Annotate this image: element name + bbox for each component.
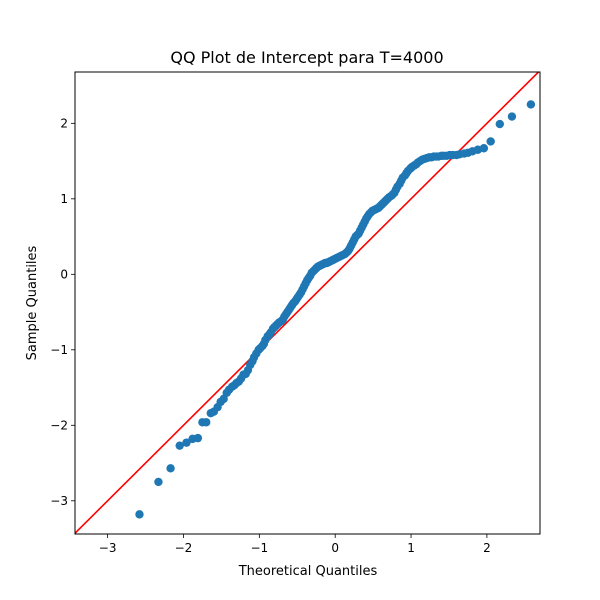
data-point [479, 144, 489, 153]
data-point [154, 477, 163, 487]
data-point [526, 100, 536, 109]
data-point [495, 119, 504, 129]
x-tick-label: −3 [99, 541, 117, 555]
data-point [486, 137, 495, 146]
plot-frame [74, 71, 541, 535]
y-tick-label: −2 [50, 418, 68, 432]
x-tick-label: 2 [483, 541, 491, 555]
x-tick-label: 1 [407, 541, 415, 555]
data-point [193, 433, 203, 443]
data-point [175, 441, 184, 450]
x-tick-label: 0 [331, 541, 339, 555]
y-tick-label: 1 [60, 192, 68, 206]
x-tick-label: −1 [250, 541, 268, 555]
data-point [135, 510, 144, 519]
y-tick-label: −1 [50, 343, 68, 357]
y-axis-label: Sample Quantiles [25, 245, 40, 360]
data-point [507, 112, 517, 121]
x-axis-label: Theoretical Quantiles [238, 564, 378, 579]
y-tick-label: 0 [60, 267, 68, 281]
data-point [166, 464, 175, 473]
data-points [135, 100, 536, 519]
data-point [182, 438, 191, 447]
x-tick-label: −2 [175, 541, 193, 555]
y-tick-label: 2 [60, 116, 68, 130]
chart-title: QQ Plot de Intercept para T=4000 [170, 48, 443, 67]
y-tick-label: −3 [50, 494, 68, 508]
data-point [202, 418, 211, 427]
axis-ticks: −3 −2 −1 0 1 2 −3 −2 −1 0 1 2 [50, 116, 490, 555]
